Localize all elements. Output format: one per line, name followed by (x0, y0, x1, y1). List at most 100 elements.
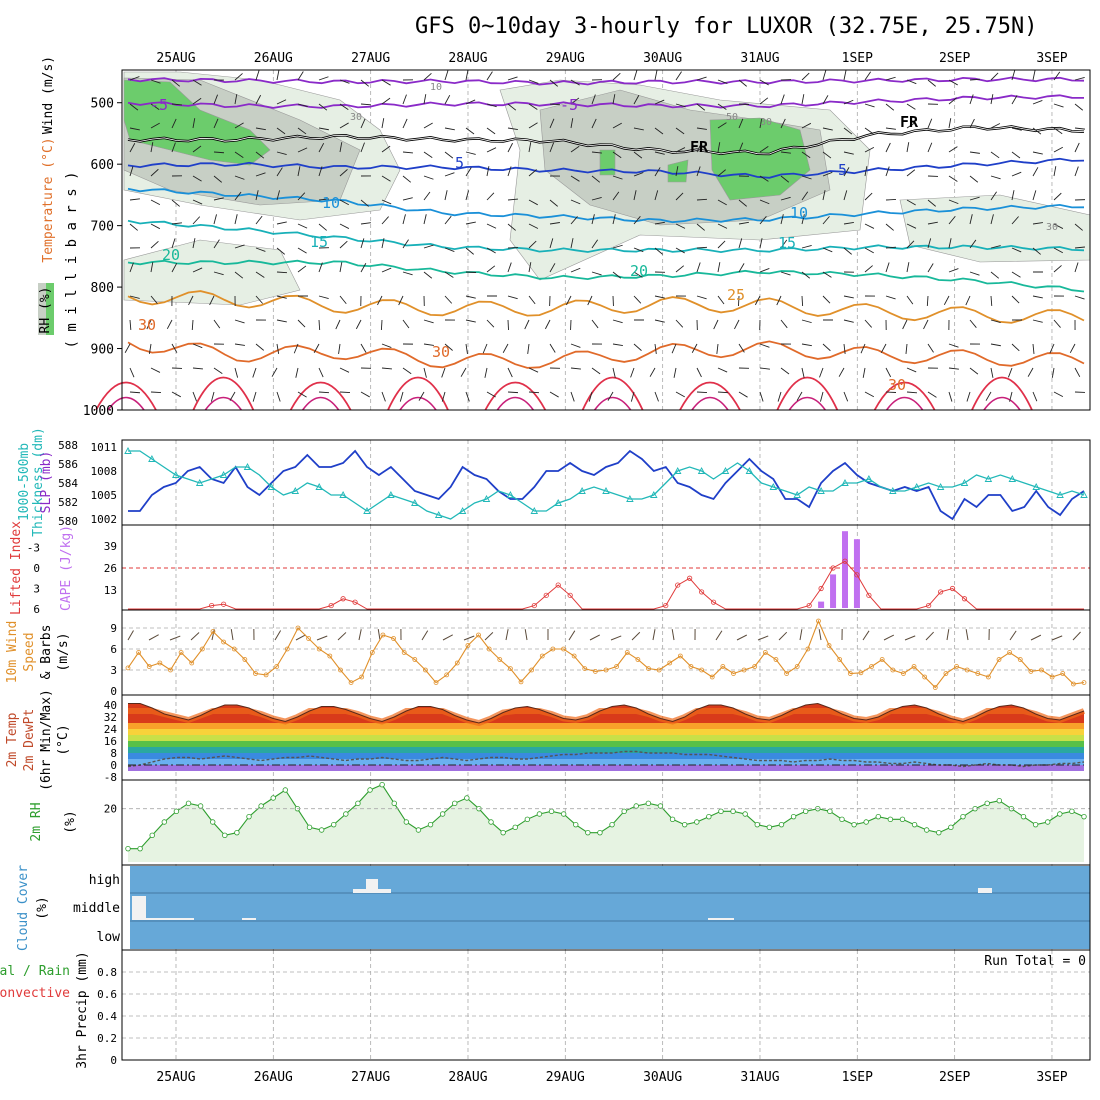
rh-marker (1032, 821, 1039, 828)
wind-barb (696, 223, 705, 231)
wind-barb (444, 127, 455, 131)
wind-speed-marker (614, 664, 620, 669)
wind-barb (465, 70, 469, 81)
wind-barb (633, 172, 644, 177)
wind-speed-marker (338, 667, 343, 673)
pressure-tick-label: 1000 (83, 404, 114, 419)
wind-barb (148, 343, 152, 354)
wind-barb (297, 223, 308, 229)
top-date-label: 1SEP (842, 51, 873, 66)
wind-barb (633, 95, 640, 105)
wind-barb (402, 197, 413, 201)
wind-barb (297, 103, 308, 107)
isotherm-label: FR (690, 138, 709, 156)
wind-barb (549, 238, 554, 249)
wind-barb (150, 103, 160, 111)
wind-barb-10m (946, 629, 950, 641)
wind-barb (780, 271, 791, 276)
wind-barb (801, 175, 812, 180)
wind-barb (969, 271, 980, 276)
cloud-level-label: middle (73, 901, 120, 916)
wind-barb (612, 319, 623, 324)
wind-barb (402, 175, 412, 183)
wind-barb (418, 391, 425, 401)
wind-barb (591, 94, 596, 105)
rh-marker (161, 819, 168, 825)
thickness-marker (243, 463, 252, 470)
wind-barb (902, 319, 908, 330)
wind-barb (255, 295, 263, 304)
wind-barb (318, 103, 328, 111)
wind-barb (318, 127, 329, 131)
top-date-label: 29AUG (546, 51, 585, 66)
wind-barb (1032, 343, 1035, 354)
wind-barb (381, 238, 385, 249)
rh-marker (875, 813, 881, 820)
dewpoint-line (127, 750, 1085, 768)
wind-barb (822, 70, 827, 81)
wind-barb (549, 79, 559, 87)
wind-tick-label: 3 (110, 664, 117, 677)
lifted-index-marker (961, 596, 968, 602)
wind-barb (1053, 223, 1064, 229)
wind-barb (801, 343, 812, 347)
top-date-label: 28AUG (448, 51, 487, 66)
pressure-tick-label: 700 (91, 220, 114, 235)
wind-barb (864, 146, 875, 153)
wind-barb (318, 367, 324, 378)
thickness-tick-label: 586 (58, 458, 78, 471)
rh-marker (258, 803, 264, 809)
wind-barb (671, 343, 677, 354)
wind-barb (549, 222, 560, 225)
isotherm-40-loop (594, 396, 632, 411)
wind-speed-marker (986, 674, 991, 680)
wind-barb (402, 94, 407, 105)
wind-barb (880, 343, 887, 354)
isotherm--5 (127, 94, 1085, 109)
series-slp-line (128, 449, 1085, 521)
rh-marker (331, 821, 337, 828)
rh-marker (173, 808, 180, 815)
isotherm-label: 30 (760, 117, 772, 128)
cape-bar (818, 601, 825, 608)
wind-barb-10m (169, 635, 181, 641)
wind-barb (948, 146, 958, 153)
wind-barb (191, 319, 194, 331)
wind-barb (360, 238, 365, 249)
wind-speed-marker (901, 671, 906, 676)
wind-barb (738, 263, 745, 273)
wind-barb (423, 319, 434, 324)
rh-marker (1081, 813, 1087, 820)
temperature-axis-label: Temperature (°C) (41, 137, 56, 262)
wind-speed-marker (1070, 681, 1076, 687)
isotherm-40-loop (107, 396, 145, 411)
wind-barb (885, 166, 890, 177)
wind-speed-marker (582, 666, 588, 671)
wind-barb (171, 103, 182, 106)
wind-barb (255, 172, 266, 177)
wind-barb (318, 391, 330, 394)
wind-speed-marker (858, 670, 864, 676)
isotherm-30 (127, 340, 1085, 369)
cape-bar (830, 574, 837, 608)
rh-marker (960, 813, 966, 820)
wind-barb (318, 142, 325, 153)
wind-speed-marker (412, 657, 418, 662)
wind-barb (927, 221, 938, 225)
wind-barb (381, 175, 391, 182)
wind-barb (339, 122, 349, 129)
wind-barb (675, 223, 686, 229)
wind-barb (129, 319, 132, 331)
wind-speed-marker (869, 664, 874, 669)
wind-speed-marker (263, 672, 269, 678)
wind-barb (843, 167, 850, 177)
lifted-index-marker (209, 602, 215, 609)
wind-barb (633, 271, 643, 278)
wind-barb (717, 223, 728, 229)
wind-barb (906, 103, 916, 110)
cloud-level-label: high (89, 873, 120, 888)
precip-convective-label: Convective (0, 986, 70, 1001)
wind-speed-marker (444, 672, 450, 678)
wind-barb (822, 95, 829, 105)
wind-speed-marker (231, 646, 237, 652)
